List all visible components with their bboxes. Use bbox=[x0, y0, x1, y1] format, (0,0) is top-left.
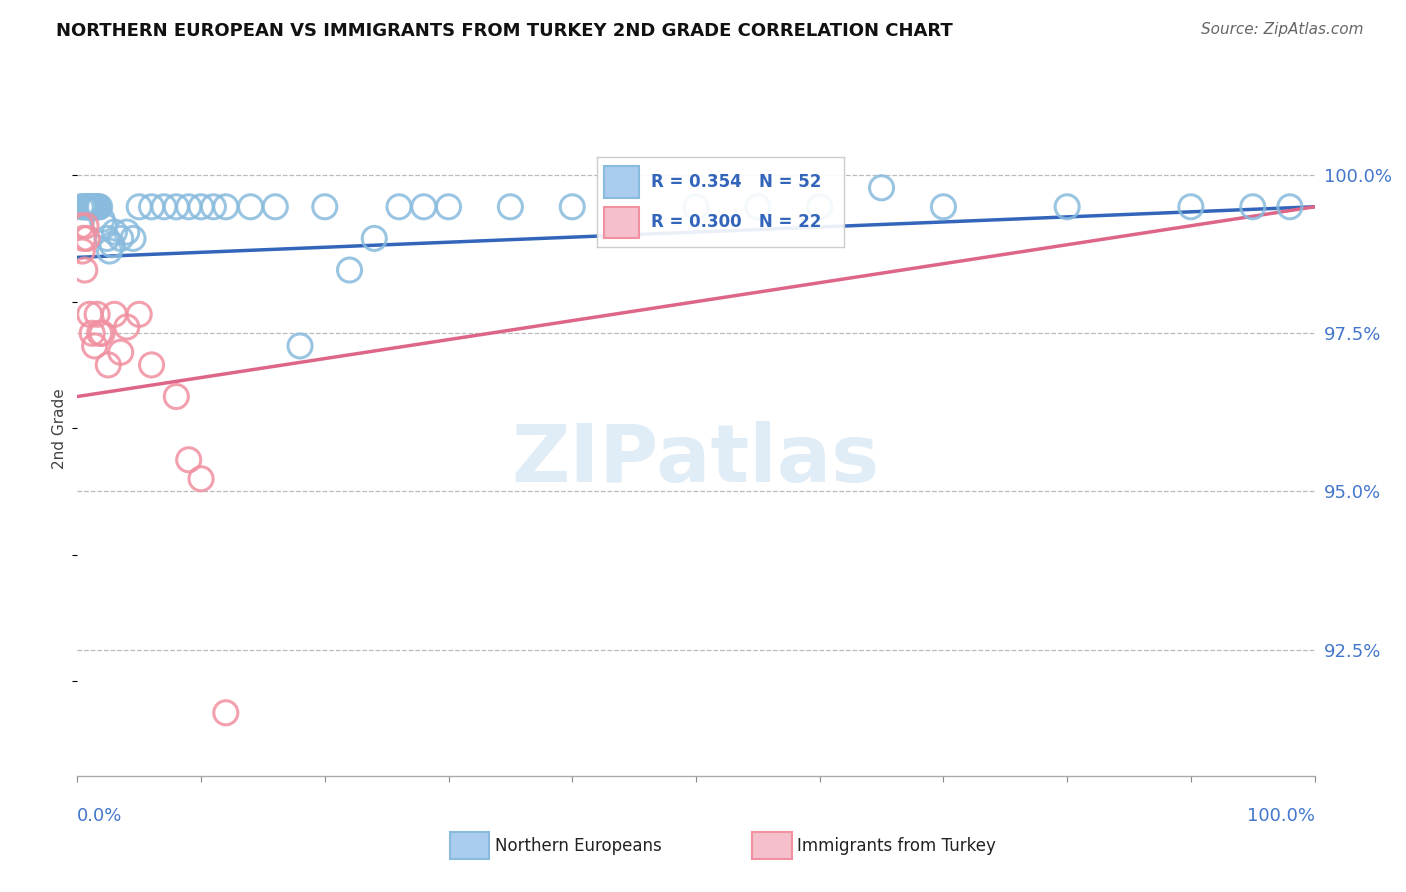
Point bbox=[82, 326, 104, 341]
Point bbox=[808, 200, 831, 214]
Point bbox=[932, 200, 955, 214]
Point bbox=[141, 200, 163, 214]
Point bbox=[72, 231, 94, 245]
Text: R = 0.354   N = 52: R = 0.354 N = 52 bbox=[651, 173, 821, 191]
Text: NORTHERN EUROPEAN VS IMMIGRANTS FROM TURKEY 2ND GRADE CORRELATION CHART: NORTHERN EUROPEAN VS IMMIGRANTS FROM TUR… bbox=[56, 22, 953, 40]
Point bbox=[82, 200, 104, 214]
Point bbox=[412, 200, 434, 214]
Point bbox=[110, 345, 132, 359]
Point bbox=[1056, 200, 1078, 214]
Point bbox=[215, 200, 238, 214]
Point bbox=[190, 472, 212, 486]
Point bbox=[76, 200, 98, 214]
Point bbox=[80, 200, 103, 214]
Point bbox=[86, 200, 108, 214]
Point bbox=[115, 320, 138, 334]
Point bbox=[115, 225, 138, 239]
Point bbox=[87, 200, 110, 214]
Point bbox=[103, 307, 125, 321]
Point bbox=[128, 307, 150, 321]
Point bbox=[70, 200, 93, 214]
Point bbox=[437, 200, 460, 214]
Point bbox=[97, 358, 120, 372]
Point bbox=[98, 244, 121, 258]
Text: ZIPatlas: ZIPatlas bbox=[512, 421, 880, 499]
Point bbox=[77, 200, 100, 214]
Point bbox=[190, 200, 212, 214]
Point bbox=[314, 200, 336, 214]
Point bbox=[86, 307, 108, 321]
Point bbox=[83, 200, 105, 214]
Point bbox=[79, 307, 101, 321]
Point bbox=[91, 212, 114, 227]
Point bbox=[84, 200, 107, 214]
Text: 0.0%: 0.0% bbox=[77, 807, 122, 825]
Point bbox=[685, 200, 707, 214]
Point bbox=[1180, 200, 1202, 214]
Point bbox=[72, 200, 94, 214]
Point bbox=[141, 358, 163, 372]
Text: R = 0.300   N = 22: R = 0.300 N = 22 bbox=[651, 213, 821, 231]
Point bbox=[339, 263, 361, 277]
Point bbox=[75, 219, 97, 233]
Text: Source: ZipAtlas.com: Source: ZipAtlas.com bbox=[1201, 22, 1364, 37]
Point bbox=[89, 200, 111, 214]
Point bbox=[103, 225, 125, 239]
Point bbox=[870, 181, 893, 195]
Point bbox=[177, 452, 200, 467]
Point bbox=[91, 326, 114, 341]
Point bbox=[165, 390, 187, 404]
FancyBboxPatch shape bbox=[605, 207, 640, 238]
Point bbox=[363, 231, 385, 245]
Point bbox=[73, 263, 96, 277]
Point bbox=[239, 200, 262, 214]
Point bbox=[101, 237, 124, 252]
Point bbox=[202, 200, 225, 214]
Point bbox=[128, 200, 150, 214]
Point bbox=[264, 200, 287, 214]
Point bbox=[388, 200, 411, 214]
Point bbox=[75, 200, 97, 214]
Point bbox=[122, 231, 145, 245]
Point bbox=[89, 326, 111, 341]
Text: Immigrants from Turkey: Immigrants from Turkey bbox=[797, 837, 995, 855]
Point bbox=[110, 231, 132, 245]
Point bbox=[177, 200, 200, 214]
Point bbox=[73, 200, 96, 214]
Point bbox=[79, 200, 101, 214]
Point bbox=[83, 339, 105, 353]
Point bbox=[153, 200, 176, 214]
Point bbox=[499, 200, 522, 214]
Point bbox=[165, 200, 187, 214]
Point bbox=[1241, 200, 1264, 214]
Point bbox=[76, 231, 98, 245]
Point bbox=[1278, 200, 1301, 214]
Text: 100.0%: 100.0% bbox=[1247, 807, 1315, 825]
Text: Northern Europeans: Northern Europeans bbox=[495, 837, 662, 855]
Point bbox=[747, 200, 769, 214]
Point bbox=[288, 339, 311, 353]
Point bbox=[72, 244, 94, 258]
Point bbox=[70, 219, 93, 233]
Y-axis label: 2nd Grade: 2nd Grade bbox=[52, 388, 67, 468]
Point bbox=[215, 706, 238, 720]
Point bbox=[96, 231, 118, 245]
Point bbox=[82, 200, 104, 214]
Point bbox=[93, 219, 115, 233]
FancyBboxPatch shape bbox=[605, 166, 640, 197]
Point bbox=[561, 200, 583, 214]
